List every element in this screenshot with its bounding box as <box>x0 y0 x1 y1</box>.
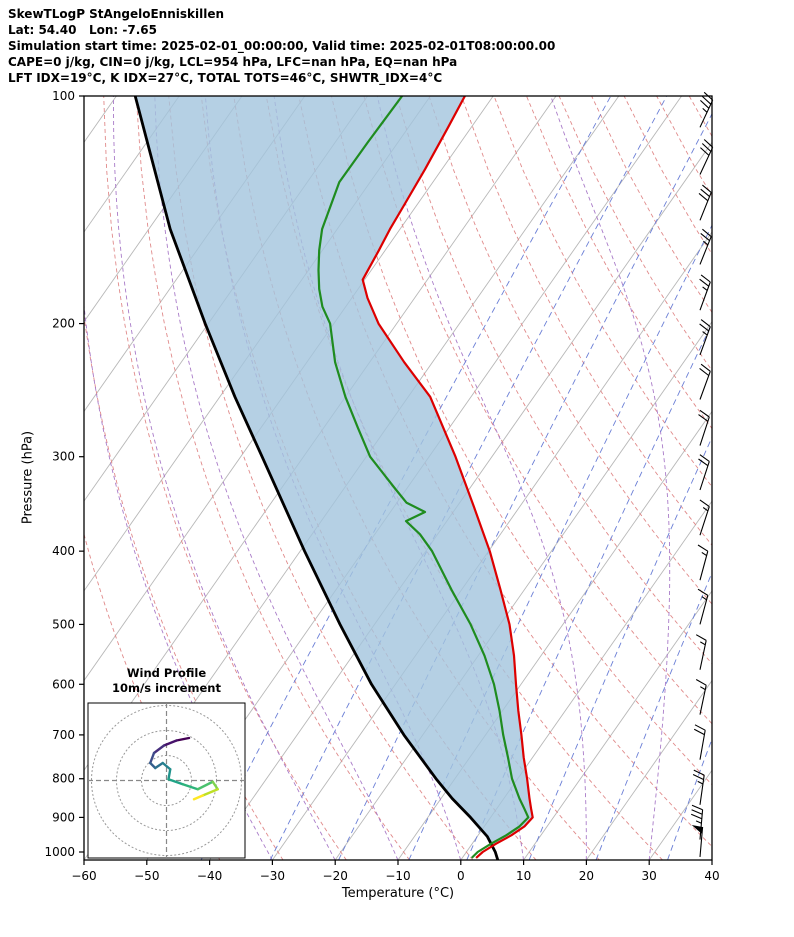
wind-barb <box>698 184 712 221</box>
wind-barb <box>691 825 704 857</box>
parcel-profile-line <box>133 96 500 860</box>
indices-line: LFT IDX=19°C, K IDX=27°C, TOTAL TOTS=46°… <box>8 71 443 85</box>
y-tick-label: 400 <box>52 544 75 558</box>
wind-barb <box>699 228 712 265</box>
hodograph-segment <box>167 768 172 781</box>
y-axis-label: Pressure (hPa) <box>20 430 36 525</box>
hodograph-segment <box>201 788 219 797</box>
wind-barb <box>698 409 710 446</box>
y-tick-label: 1000 <box>44 845 75 859</box>
hodograph-segment <box>211 780 219 791</box>
wind-barb <box>699 91 714 128</box>
wind-barb <box>699 499 710 536</box>
wind-barb <box>690 804 704 840</box>
wind-barb <box>699 363 711 400</box>
wind-barb <box>698 454 710 491</box>
wind-barb <box>693 724 706 760</box>
x-tick-label: 20 <box>579 869 594 883</box>
wind-barb <box>699 274 711 311</box>
y-tick-label: 300 <box>52 450 75 464</box>
hodograph-segment <box>154 761 164 770</box>
y-axis-ticks: 100 200 300 400 500 600 700 800 900 1000 <box>44 89 84 859</box>
hodograph-segment <box>181 783 199 791</box>
location-line: Lat: 54.40 Lon: -7.65 <box>8 23 157 37</box>
x-tick-label: −50 <box>134 869 159 883</box>
y-tick-label: 600 <box>52 677 75 691</box>
wind-barb <box>695 679 707 715</box>
wind-barb <box>692 769 705 805</box>
hodograph-segment <box>162 739 178 747</box>
x-tick-label: 10 <box>516 869 531 883</box>
hodograph-trace <box>149 736 219 801</box>
wind-barb <box>695 634 707 670</box>
y-tick-label: 700 <box>52 728 75 742</box>
x-axis-ticks: −60 −50 −40 −30 −20 −10 0 10 20 30 40 <box>71 860 720 883</box>
x-tick-label: −20 <box>323 869 348 883</box>
hodograph-inset <box>87 702 246 859</box>
wind-barb <box>699 319 711 356</box>
hodograph-segment <box>175 736 191 742</box>
hodograph-segment <box>149 751 156 765</box>
wind-barbs <box>690 91 714 857</box>
x-tick-label: −60 <box>71 869 96 883</box>
hodograph-segment <box>196 780 214 791</box>
x-axis-label: Temperature (°C) <box>341 886 455 901</box>
y-tick-label: 500 <box>52 617 75 631</box>
sim-time-line: Simulation start time: 2025-02-01_00:00:… <box>8 39 556 53</box>
y-tick-label: 800 <box>52 772 75 786</box>
x-tick-label: 0 <box>457 869 465 883</box>
x-tick-label: 40 <box>704 869 719 883</box>
figure-title: SkewTLogP StAngeloEnniskillen <box>8 7 224 21</box>
x-tick-label: −10 <box>385 869 410 883</box>
temperature-line <box>361 96 534 859</box>
y-tick-label: 900 <box>52 810 75 824</box>
x-tick-label: −30 <box>260 869 285 883</box>
cin-shaded-area <box>135 96 533 846</box>
wind-barb <box>697 544 709 581</box>
x-tick-label: −40 <box>197 869 222 883</box>
hodograph-title: Wind Profile <box>126 666 207 680</box>
hodograph-segment <box>167 778 184 786</box>
hodograph-segment <box>152 744 166 755</box>
hodograph-segment <box>161 761 172 771</box>
y-tick-label: 200 <box>52 317 75 331</box>
y-tick-label: 100 <box>52 89 75 103</box>
dewpoint-line <box>317 96 530 859</box>
hodograph-segment <box>192 794 204 801</box>
hodograph-rings <box>88 703 245 858</box>
hodograph-subtitle: 10m/s increment <box>112 681 221 695</box>
barb-pennant <box>691 825 703 834</box>
x-tick-label: 30 <box>642 869 657 883</box>
wind-barb <box>697 588 709 625</box>
wind-barb <box>699 139 714 175</box>
cape-cin-line: CAPE=0 j/kg, CIN=0 j/kg, LCL=954 hPa, LF… <box>8 55 458 69</box>
